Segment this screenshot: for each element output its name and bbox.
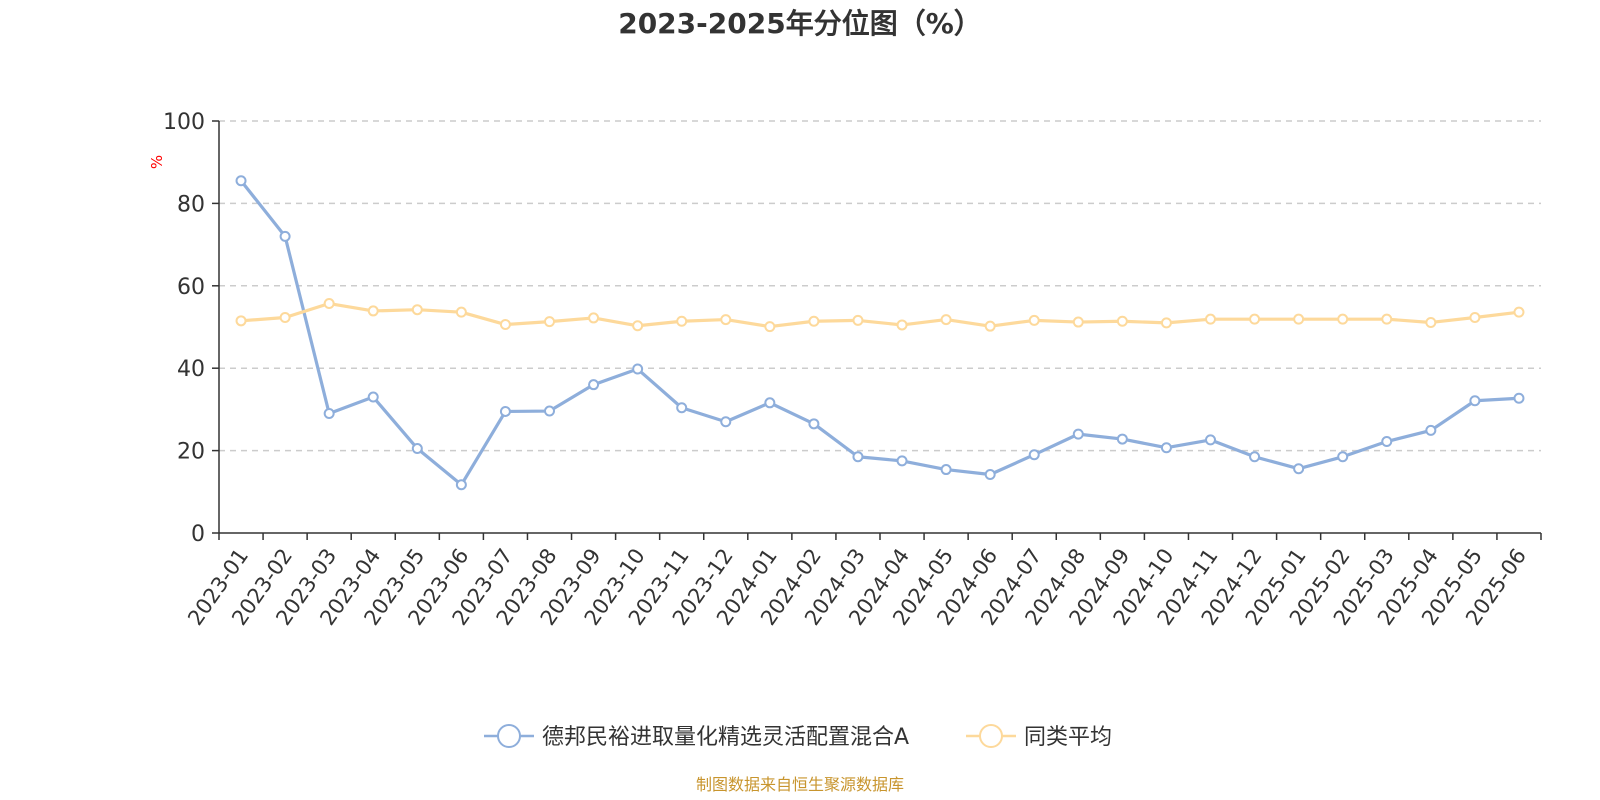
- data-point: [720, 416, 732, 428]
- y-tick-label: 60: [177, 275, 205, 300]
- data-point: [632, 363, 644, 375]
- data-point: [411, 304, 423, 316]
- data-point: [499, 405, 511, 417]
- data-point: [1337, 451, 1349, 463]
- data-point: [764, 397, 776, 409]
- legend-circle-marker: [497, 724, 521, 748]
- data-point: [1116, 433, 1128, 445]
- data-point: [279, 230, 291, 242]
- data-point: [1249, 313, 1261, 325]
- legend-item: 同类平均: [966, 724, 1112, 750]
- series-group: [235, 175, 1525, 491]
- data-point: [499, 319, 511, 331]
- data-point: [1337, 313, 1349, 325]
- data-point: [367, 391, 379, 403]
- data-point: [1028, 314, 1040, 326]
- data-point: [588, 379, 600, 391]
- data-point: [852, 314, 864, 326]
- y-tick-label: 80: [177, 192, 205, 217]
- data-point: [984, 320, 996, 332]
- data-source-note: 制图数据来自恒生聚源数据库: [696, 775, 904, 794]
- data-point: [544, 405, 555, 417]
- data-point: [1381, 436, 1393, 448]
- data-point: [1205, 434, 1216, 446]
- data-point: [808, 418, 820, 430]
- series-line: [239, 179, 1521, 487]
- data-point: [1293, 313, 1305, 325]
- y-tick-label: 100: [163, 110, 205, 135]
- data-point: [676, 402, 688, 414]
- data-point: [455, 479, 467, 491]
- data-point: [764, 321, 776, 333]
- data-point: [323, 408, 335, 420]
- y-tick-label: 40: [177, 357, 205, 382]
- data-point: [588, 312, 600, 324]
- data-point: [1513, 392, 1525, 404]
- chart-title: 2023-2025年分位图（%）: [618, 7, 982, 40]
- data-point: [1160, 317, 1172, 329]
- data-point: [1072, 316, 1084, 328]
- data-point: [279, 312, 291, 324]
- data-point: [896, 455, 908, 467]
- data-point: [235, 315, 247, 327]
- data-point: [1425, 424, 1437, 436]
- legend-item: 德邦民裕进取量化精选灵活配置混合A: [484, 724, 909, 750]
- data-point: [1513, 306, 1525, 318]
- series-group: [235, 298, 1525, 333]
- data-point: [1205, 313, 1216, 325]
- data-point: [676, 315, 688, 327]
- legend-label: 德邦民裕进取量化精选灵活配置混合A: [542, 725, 909, 750]
- data-point: [1381, 313, 1393, 325]
- data-point: [940, 464, 952, 476]
- data-point: [1293, 463, 1305, 475]
- data-point: [367, 305, 379, 317]
- series-line: [239, 301, 1521, 329]
- data-point: [896, 319, 908, 331]
- y-tick-label: 0: [191, 522, 205, 547]
- data-point: [1072, 428, 1084, 440]
- data-point: [1160, 442, 1172, 454]
- data-point: [1116, 315, 1128, 327]
- data-point: [455, 306, 467, 318]
- data-point: [852, 451, 864, 463]
- data-point: [632, 320, 644, 332]
- data-point: [1469, 312, 1481, 324]
- data-point: [411, 443, 423, 455]
- legend: 德邦民裕进取量化精选灵活配置混合A 同类平均: [484, 724, 1112, 750]
- data-point: [1249, 451, 1261, 463]
- data-point: [1425, 316, 1437, 328]
- data-point: [984, 468, 996, 480]
- y-tick-label: 20: [177, 440, 205, 465]
- grid-lines: [219, 120, 1541, 452]
- legend-label: 同类平均: [1024, 725, 1112, 750]
- data-point: [720, 314, 732, 326]
- data-point: [323, 298, 335, 310]
- data-point: [544, 316, 555, 328]
- data-point: [940, 314, 952, 326]
- data-point: [808, 315, 820, 327]
- data-point: [1469, 395, 1481, 407]
- axes: 0204060801002023-012023-022023-032023-04…: [163, 110, 1542, 630]
- data-point: [235, 175, 247, 187]
- legend-circle-marker: [979, 724, 1003, 748]
- series-layer: [235, 175, 1525, 491]
- y-axis-unit-label: %: [148, 155, 166, 169]
- data-point: [1028, 449, 1040, 461]
